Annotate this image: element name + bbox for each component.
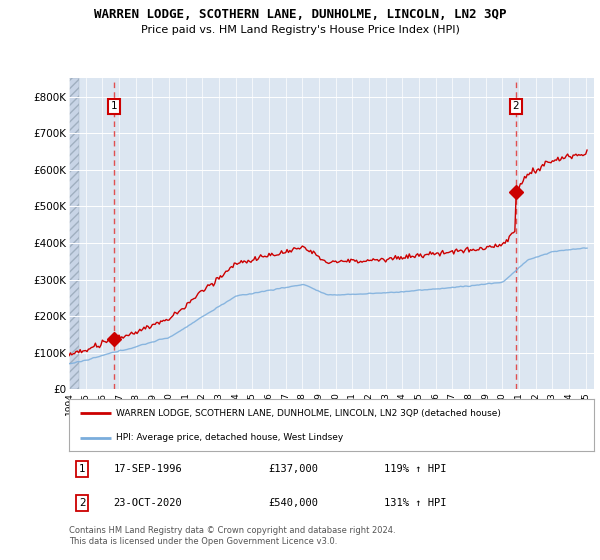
Text: £540,000: £540,000 (269, 498, 319, 507)
Text: Contains HM Land Registry data © Crown copyright and database right 2024.
This d: Contains HM Land Registry data © Crown c… (69, 526, 395, 546)
Text: WARREN LODGE, SCOTHERN LANE, DUNHOLME, LINCOLN, LN2 3QP: WARREN LODGE, SCOTHERN LANE, DUNHOLME, L… (94, 8, 506, 21)
Text: Price paid vs. HM Land Registry's House Price Index (HPI): Price paid vs. HM Land Registry's House … (140, 25, 460, 35)
Text: 131% ↑ HPI: 131% ↑ HPI (384, 498, 446, 507)
Text: 17-SEP-1996: 17-SEP-1996 (113, 464, 182, 474)
Text: 23-OCT-2020: 23-OCT-2020 (113, 498, 182, 507)
Text: 1: 1 (111, 101, 118, 111)
Text: WARREN LODGE, SCOTHERN LANE, DUNHOLME, LINCOLN, LN2 3QP (detached house): WARREN LODGE, SCOTHERN LANE, DUNHOLME, L… (116, 409, 501, 418)
Text: HPI: Average price, detached house, West Lindsey: HPI: Average price, detached house, West… (116, 433, 343, 442)
Bar (69, 78, 79, 389)
Text: 1: 1 (79, 464, 85, 474)
Text: 2: 2 (512, 101, 519, 111)
Text: 119% ↑ HPI: 119% ↑ HPI (384, 464, 446, 474)
Text: £137,000: £137,000 (269, 464, 319, 474)
Text: 2: 2 (79, 498, 85, 507)
